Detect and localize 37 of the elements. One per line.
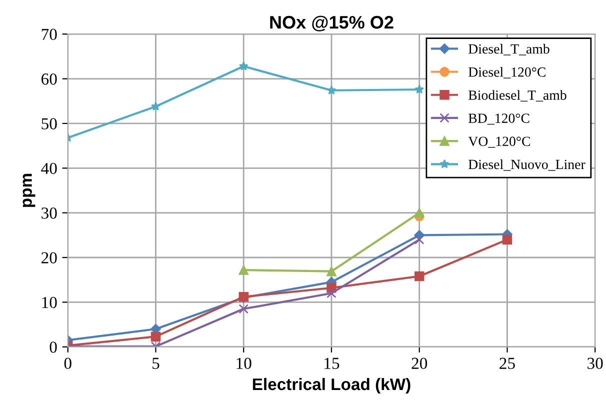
chart-title: NOx @15% O2 bbox=[270, 16, 394, 32]
y-tick-label: 50 bbox=[42, 118, 57, 130]
point bbox=[414, 84, 424, 94]
y-tick-label: 40 bbox=[41, 162, 57, 174]
point bbox=[326, 288, 336, 298]
y-axis-title: ppm bbox=[22, 174, 36, 207]
point bbox=[326, 86, 336, 94]
point bbox=[414, 271, 424, 282]
x-tick-label: 25 bbox=[500, 358, 515, 370]
legend-label: Diesel_T_amb bbox=[468, 44, 550, 56]
legend-label: BD_120°C bbox=[468, 114, 530, 125]
x-tick-label: 30 bbox=[588, 358, 603, 370]
x-tick-label: 0 bbox=[64, 358, 72, 370]
x-tick-label: 20 bbox=[412, 358, 428, 370]
point bbox=[414, 208, 424, 218]
point bbox=[238, 304, 248, 314]
y-tick-label: 20 bbox=[42, 252, 57, 264]
y-tick-label: 10 bbox=[42, 296, 57, 308]
point bbox=[502, 234, 512, 244]
x-tick-label: 10 bbox=[236, 358, 252, 370]
point bbox=[238, 61, 248, 70]
y-tick-label: 30 bbox=[42, 208, 57, 219]
point bbox=[238, 265, 248, 275]
point bbox=[414, 234, 424, 244]
legend-label: Diesel_Nuovo_Liner bbox=[468, 159, 586, 171]
legend-label: VO_120°C bbox=[468, 136, 530, 148]
point bbox=[150, 332, 161, 342]
point bbox=[326, 266, 336, 276]
legend-label: Biodiesel_T_amb bbox=[468, 90, 566, 102]
x-tick-label: 15 bbox=[324, 358, 340, 370]
x-tick-label: 5 bbox=[152, 358, 160, 370]
y-tick-label: 70 bbox=[42, 28, 57, 40]
y-tick-label: 60 bbox=[42, 73, 57, 85]
legend-label: Diesel_120°C bbox=[468, 66, 546, 78]
y-tick-label: 0 bbox=[50, 342, 57, 353]
x-axis-title: Electrical Load (kW) bbox=[252, 378, 410, 394]
point bbox=[151, 102, 160, 111]
